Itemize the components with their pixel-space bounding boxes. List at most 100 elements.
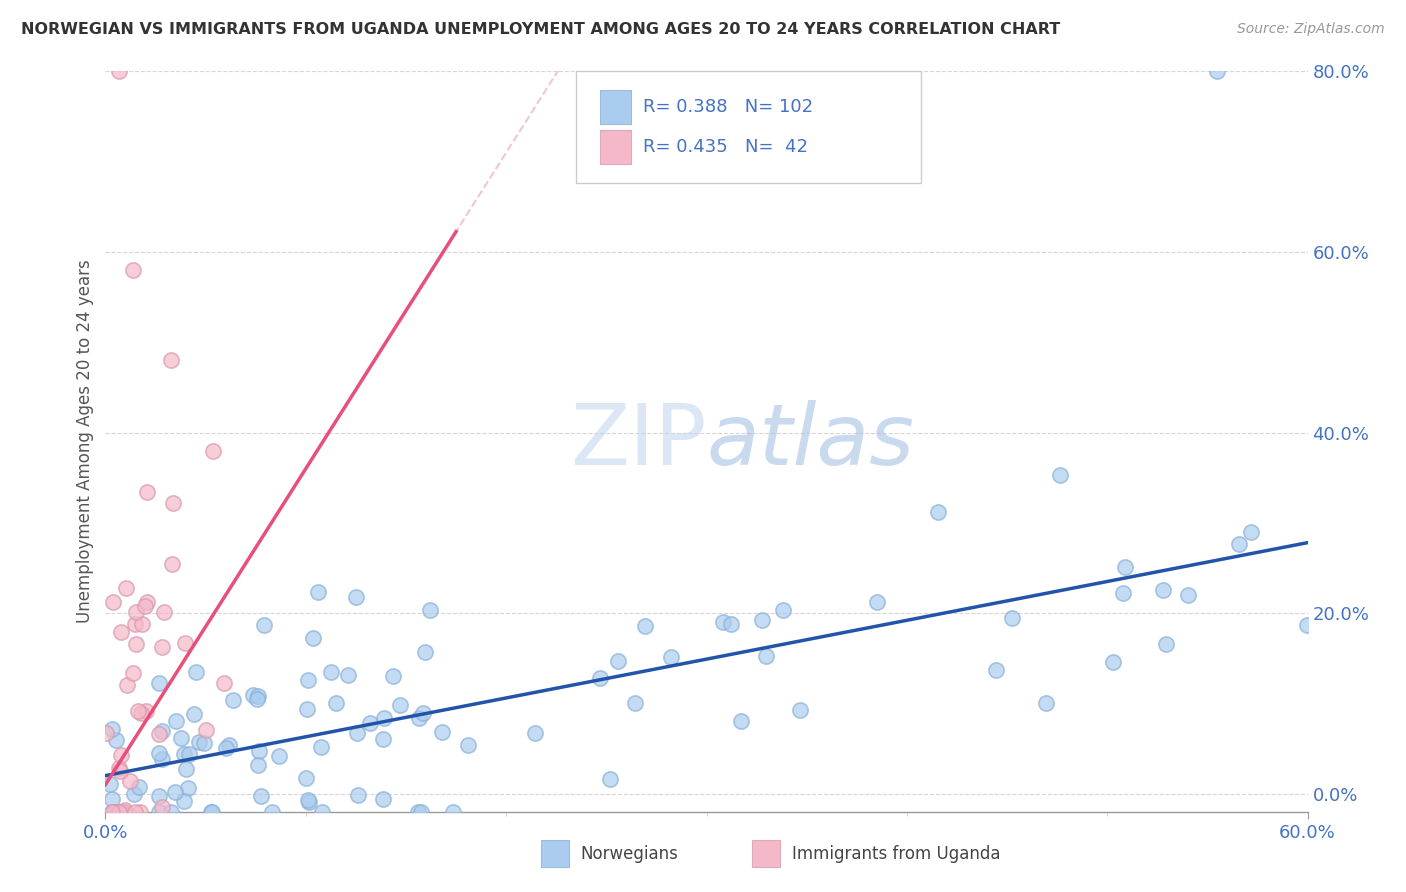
Point (194, 723, 217, 737)
Point (406, 805, 429, 819)
Point (148, 676, 170, 690)
Point (124, 805, 146, 819)
Point (125, 605, 148, 619)
Point (107, 64, 129, 78)
Point (105, 733, 128, 747)
Point (101, 595, 124, 609)
Point (246, 692, 269, 706)
Point (177, 747, 200, 761)
Point (129, 805, 152, 819)
Text: atlas: atlas (707, 400, 914, 483)
Text: Immigrants from Uganda: Immigrants from Uganda (792, 845, 1000, 863)
Point (260, 805, 283, 819)
Point (98, 777, 121, 791)
Point (720, 616, 742, 631)
Point (297, 673, 319, 688)
Point (309, 740, 332, 755)
Point (373, 711, 395, 725)
Point (755, 648, 778, 663)
Point (101, 805, 124, 819)
Point (184, 665, 207, 679)
Y-axis label: Unemployment Among Ages 20 to 24 years: Unemployment Among Ages 20 to 24 years (76, 260, 94, 624)
Point (108, 764, 131, 778)
Point (295, 772, 318, 786)
Point (124, 616, 146, 631)
Point (162, 496, 184, 510)
Point (129, 706, 152, 720)
Text: Source: ZipAtlas.com: Source: ZipAtlas.com (1237, 22, 1385, 37)
Point (160, 558, 183, 572)
Point (135, 705, 157, 719)
Point (107, 805, 129, 819)
Point (599, 772, 621, 786)
Point (150, 640, 173, 654)
Point (346, 726, 368, 740)
Point (174, 762, 197, 776)
Point (730, 714, 752, 728)
Point (1112, 586, 1135, 600)
Point (111, 805, 134, 819)
Point (152, 605, 174, 619)
Point (1295, 618, 1317, 632)
Point (634, 619, 657, 633)
Point (101, 792, 124, 806)
Point (297, 795, 319, 809)
Point (1240, 524, 1263, 539)
Point (108, 805, 131, 819)
Point (302, 632, 325, 646)
Point (1229, 537, 1251, 551)
Point (148, 746, 170, 760)
Text: Norwegians: Norwegians (581, 845, 679, 863)
Point (1177, 588, 1199, 602)
Point (307, 585, 329, 599)
Point (128, 780, 150, 795)
Text: NORWEGIAN VS IMMIGRANTS FROM UGANDA UNEMPLOYMENT AMONG AGES 20 TO 24 YEARS CORRE: NORWEGIAN VS IMMIGRANTS FROM UGANDA UNEM… (21, 22, 1060, 37)
Point (173, 795, 195, 809)
Point (1114, 559, 1136, 574)
Point (381, 669, 404, 683)
Point (115, 677, 138, 691)
Point (96, 726, 118, 740)
Point (183, 706, 205, 721)
Point (150, 723, 173, 738)
Point (101, 722, 124, 736)
Point (247, 744, 270, 758)
Point (104, 805, 127, 819)
Point (246, 689, 269, 703)
Point (148, 789, 170, 803)
Point (160, 353, 183, 368)
Point (222, 692, 245, 706)
Point (927, 505, 949, 519)
Point (789, 703, 811, 717)
Point (311, 805, 333, 819)
Point (135, 595, 157, 609)
Point (432, 725, 454, 739)
Point (110, 747, 132, 762)
Point (188, 735, 211, 749)
Point (169, 731, 191, 746)
Point (711, 615, 734, 629)
Point (108, 761, 131, 775)
Point (118, 773, 141, 788)
Point (242, 688, 264, 702)
Point (751, 613, 773, 627)
Point (124, 787, 146, 801)
Point (173, 747, 195, 761)
Point (373, 732, 395, 747)
Point (336, 668, 359, 682)
Point (412, 706, 434, 721)
Point (150, 752, 173, 766)
Point (127, 704, 149, 718)
Point (159, 805, 181, 819)
Point (122, 263, 145, 277)
Point (200, 805, 222, 819)
Point (173, 636, 195, 650)
Point (1101, 655, 1123, 669)
Point (150, 800, 173, 814)
Point (457, 738, 479, 752)
Point (253, 618, 276, 632)
Point (359, 716, 381, 731)
Point (321, 665, 343, 679)
Point (125, 637, 148, 651)
Point (297, 793, 319, 807)
